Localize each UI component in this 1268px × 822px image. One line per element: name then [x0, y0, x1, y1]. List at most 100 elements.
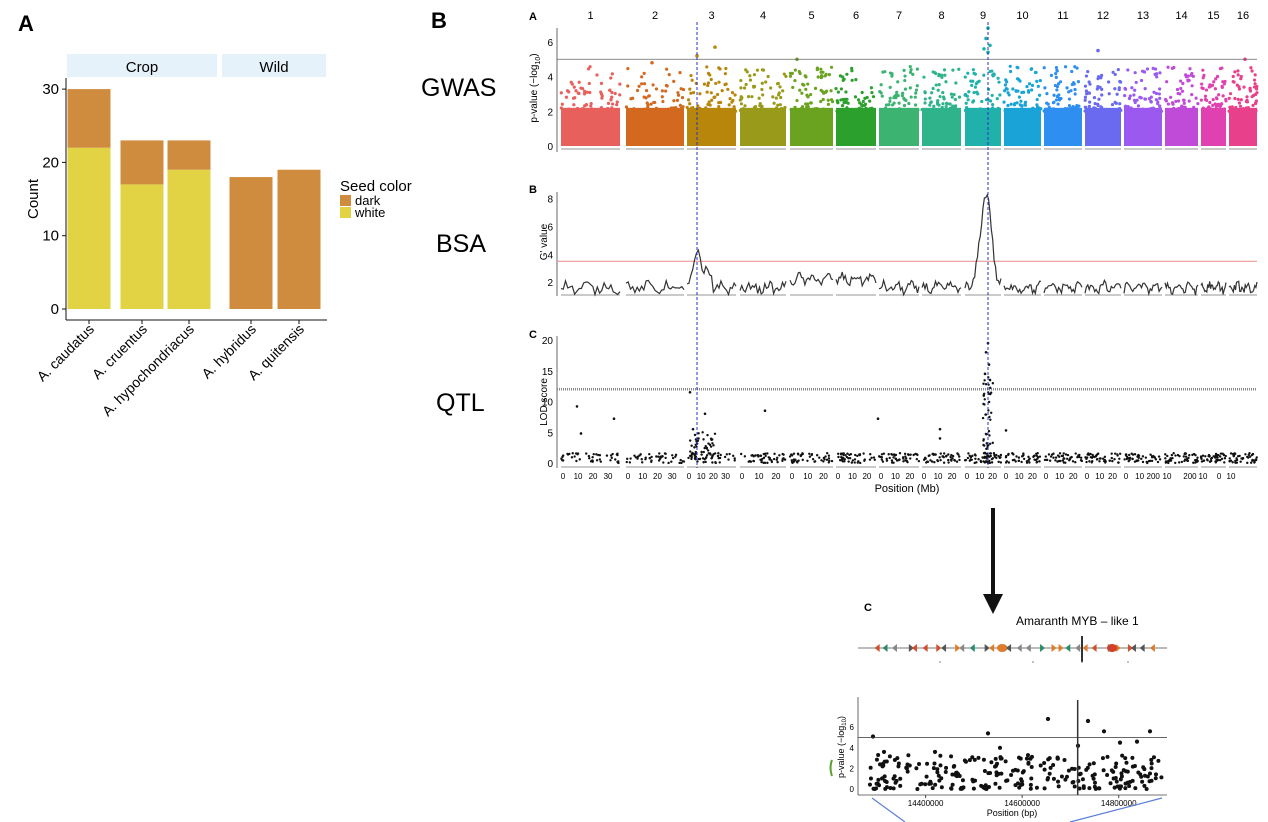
gwas-point [1254, 101, 1258, 105]
gwas-point [824, 72, 828, 76]
gwas-top-hit [988, 43, 992, 48]
snp-point [1085, 765, 1090, 770]
gene-glyph [1091, 644, 1097, 652]
gwas-point [743, 104, 747, 108]
lod-point [1234, 459, 1237, 463]
gwas-point [1185, 109, 1189, 113]
gwas-point [860, 90, 864, 95]
lod-point [1101, 457, 1105, 460]
lod-point [1244, 453, 1247, 456]
x-tick-label: 10 [697, 472, 706, 481]
snp-point [1080, 777, 1085, 782]
gwas-point [1215, 103, 1219, 107]
gwas-point [726, 87, 730, 91]
gwas-point [895, 90, 899, 94]
facet-strip-wild [222, 54, 326, 77]
lod-point [1177, 461, 1181, 464]
lod-point [1209, 457, 1213, 461]
lod-point [667, 461, 670, 465]
lod-point [662, 461, 665, 464]
gene-dot [1127, 661, 1129, 663]
lod-point [585, 452, 588, 455]
lod-point [1201, 454, 1205, 457]
gwas-point [940, 75, 944, 79]
gwas-point [1023, 100, 1028, 104]
lod-point [988, 455, 991, 459]
gwas-point [653, 100, 657, 105]
x-tick-label: 20 [709, 472, 718, 481]
gwas-point [742, 86, 747, 90]
lod-point [694, 452, 697, 455]
lod-point [1188, 454, 1191, 457]
snp-point [1072, 784, 1077, 789]
snp-point [1101, 768, 1106, 773]
snp-point [943, 770, 948, 775]
gwas-point [902, 68, 906, 72]
lod-point [1048, 459, 1052, 462]
zoom-y-title: p-value (−log10) [836, 716, 848, 778]
gwas-point [1125, 109, 1129, 113]
gene-dot [939, 661, 941, 663]
lod-point [836, 452, 840, 455]
lod-point [982, 382, 985, 385]
gwas-point [1008, 69, 1013, 74]
x-tick-label: 14400000 [908, 799, 944, 808]
snp-point [898, 783, 903, 788]
gwas-point [1011, 87, 1015, 91]
gwas-point [1049, 73, 1054, 78]
snp-point [985, 731, 991, 736]
gwas-point [723, 72, 727, 76]
x-tick-label: 20 [988, 472, 997, 481]
gwas-point [901, 91, 905, 95]
lod-point [1229, 459, 1233, 462]
lod-point [846, 452, 849, 455]
gwas-point [677, 108, 681, 112]
gwas-point [760, 87, 764, 92]
x-tick-label: 0 [965, 472, 970, 481]
gene-glyph [969, 644, 975, 652]
snp-point [914, 766, 919, 771]
gwas-point [952, 92, 956, 97]
lod-point [595, 453, 598, 456]
snp-point [1087, 762, 1092, 767]
lod-point [930, 460, 934, 463]
gwas-point [1025, 84, 1029, 89]
x-tick-label: 10 [1095, 472, 1104, 481]
gwas-point [1117, 107, 1121, 111]
gwas-point [941, 91, 945, 95]
gwas-point [821, 90, 825, 94]
lod-point [1064, 461, 1067, 464]
lod-point [762, 461, 765, 465]
gwas-point [963, 109, 968, 113]
lod-point [795, 460, 799, 463]
lod-point [1217, 454, 1220, 457]
x-tick-label: 14600000 [1004, 799, 1040, 808]
gwas-point [1033, 109, 1037, 113]
snp-point [891, 786, 896, 791]
zoom-panel-letter: C [864, 602, 872, 614]
lod-point [690, 455, 693, 458]
gwas-point [793, 68, 797, 72]
lod-point [571, 452, 574, 455]
snp-point [1003, 759, 1008, 764]
gwas-point [870, 106, 874, 110]
lod-point [1236, 454, 1240, 458]
gwas-point [879, 91, 883, 95]
gwas-point [564, 95, 569, 99]
lod-point [1034, 458, 1038, 462]
lod-point [700, 450, 703, 454]
lod-point [1094, 455, 1097, 458]
x-tick-label: 20 [653, 472, 662, 481]
gwas-point [567, 90, 571, 94]
gwas-point [798, 88, 802, 92]
gene-glyph [936, 644, 942, 652]
lod-point [1111, 459, 1114, 463]
snp-point [1028, 786, 1033, 791]
gwas-point [691, 91, 696, 95]
gwas-point [1252, 85, 1257, 89]
gwas-point [1158, 71, 1162, 75]
lod-point [789, 453, 793, 456]
gwas-point [850, 69, 854, 73]
gwas-point [966, 71, 970, 75]
